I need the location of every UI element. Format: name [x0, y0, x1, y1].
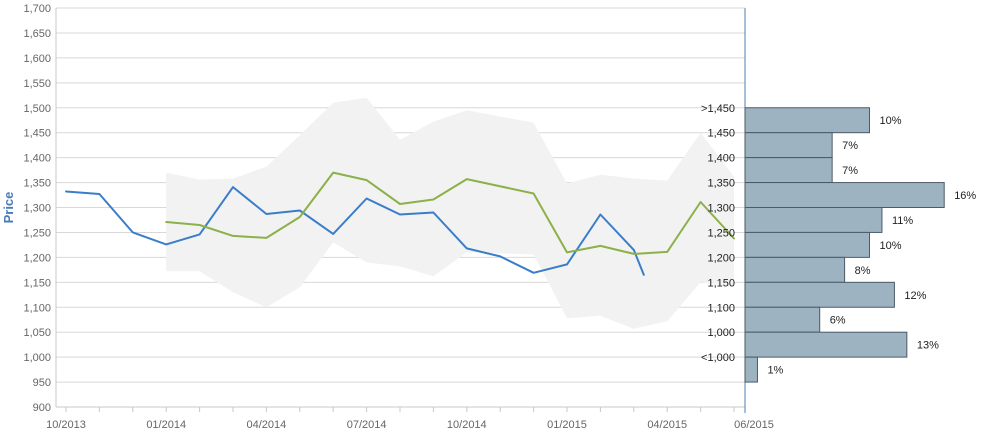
distribution-percent: 10%: [880, 115, 902, 127]
distribution-percent: 6%: [830, 315, 846, 327]
distribution-bar: [744, 207, 883, 233]
x-tick-label: 04/2015: [647, 419, 687, 431]
distribution-percent: 10%: [880, 240, 902, 252]
distribution-percent: 11%: [892, 215, 913, 227]
distribution-bin-label: 1,200: [707, 252, 735, 264]
y-tick-label: 1,700: [23, 3, 51, 15]
x-tick-label: 10/2013: [46, 419, 86, 431]
y-tick-label: 1,550: [23, 78, 51, 90]
distribution-percent: 7%: [842, 165, 858, 177]
y-tick-label: 1,300: [23, 203, 51, 215]
y-tick-label: 900: [33, 402, 51, 414]
y-tick-label: 1,400: [23, 153, 51, 165]
y-tick-label: 1,100: [23, 302, 51, 314]
distribution-bin-label: 1,300: [707, 203, 735, 215]
y-axis-title: Price: [1, 192, 16, 224]
distribution-bin-label: 1,350: [707, 178, 735, 190]
distribution-bin-label: 1,400: [707, 153, 735, 165]
distribution-bin-label: <1,000: [701, 352, 735, 364]
distribution-bin-label: 1,450: [707, 128, 735, 140]
distribution-percent: 1%: [767, 365, 783, 377]
distribution-bar: [744, 306, 821, 333]
y-tick-label: 950: [33, 377, 51, 389]
x-tick-label: 04/2014: [247, 419, 287, 431]
y-tick-label: 1,200: [23, 252, 51, 264]
y-tick-label: 1,600: [23, 53, 51, 65]
distribution-bar: [744, 281, 895, 308]
series-line-1: [65, 186, 645, 276]
distribution-bar: [744, 182, 945, 208]
distribution-bar: [744, 157, 833, 184]
x-tick-label: 01/2015: [547, 419, 587, 431]
y-tick-label: 1,050: [23, 327, 51, 339]
distribution-bar: [744, 356, 758, 383]
range-band: [166, 97, 734, 329]
distribution-percent: 13%: [917, 340, 939, 352]
y-tick-label: 1,350: [23, 178, 51, 190]
series-line-2: [165, 171, 735, 255]
y-tick-label: 1,450: [23, 128, 51, 140]
distribution-percent: 12%: [904, 290, 926, 302]
distribution-bar: [744, 256, 846, 283]
distribution-bar: [744, 107, 870, 134]
x-tick-label: 06/2015: [734, 419, 774, 431]
distribution-bin-label: 1,000: [707, 327, 735, 339]
distribution-bin-label: 1,100: [707, 302, 735, 314]
distribution-percent: 8%: [855, 265, 871, 277]
distribution-bar: [744, 132, 833, 159]
distribution-bin-label: 1,150: [707, 277, 735, 289]
x-tick-label: 07/2014: [347, 419, 387, 431]
x-tick-label: 10/2014: [447, 419, 487, 431]
y-tick-label: 1,000: [23, 352, 51, 364]
x-tick-label: 01/2014: [146, 419, 186, 431]
y-tick-label: 1,250: [23, 227, 51, 239]
distribution-bar: [744, 231, 870, 258]
distribution-bar: [744, 331, 908, 358]
distribution-percent: 16%: [954, 190, 976, 202]
distribution-bin-label: 1,250: [707, 227, 735, 239]
distribution-percent: 7%: [842, 140, 858, 152]
y-tick-label: 1,150: [23, 277, 51, 289]
distribution-bin-label: >1,450: [701, 103, 735, 115]
y-tick-label: 1,650: [23, 28, 51, 40]
y-tick-label: 1,500: [23, 103, 51, 115]
